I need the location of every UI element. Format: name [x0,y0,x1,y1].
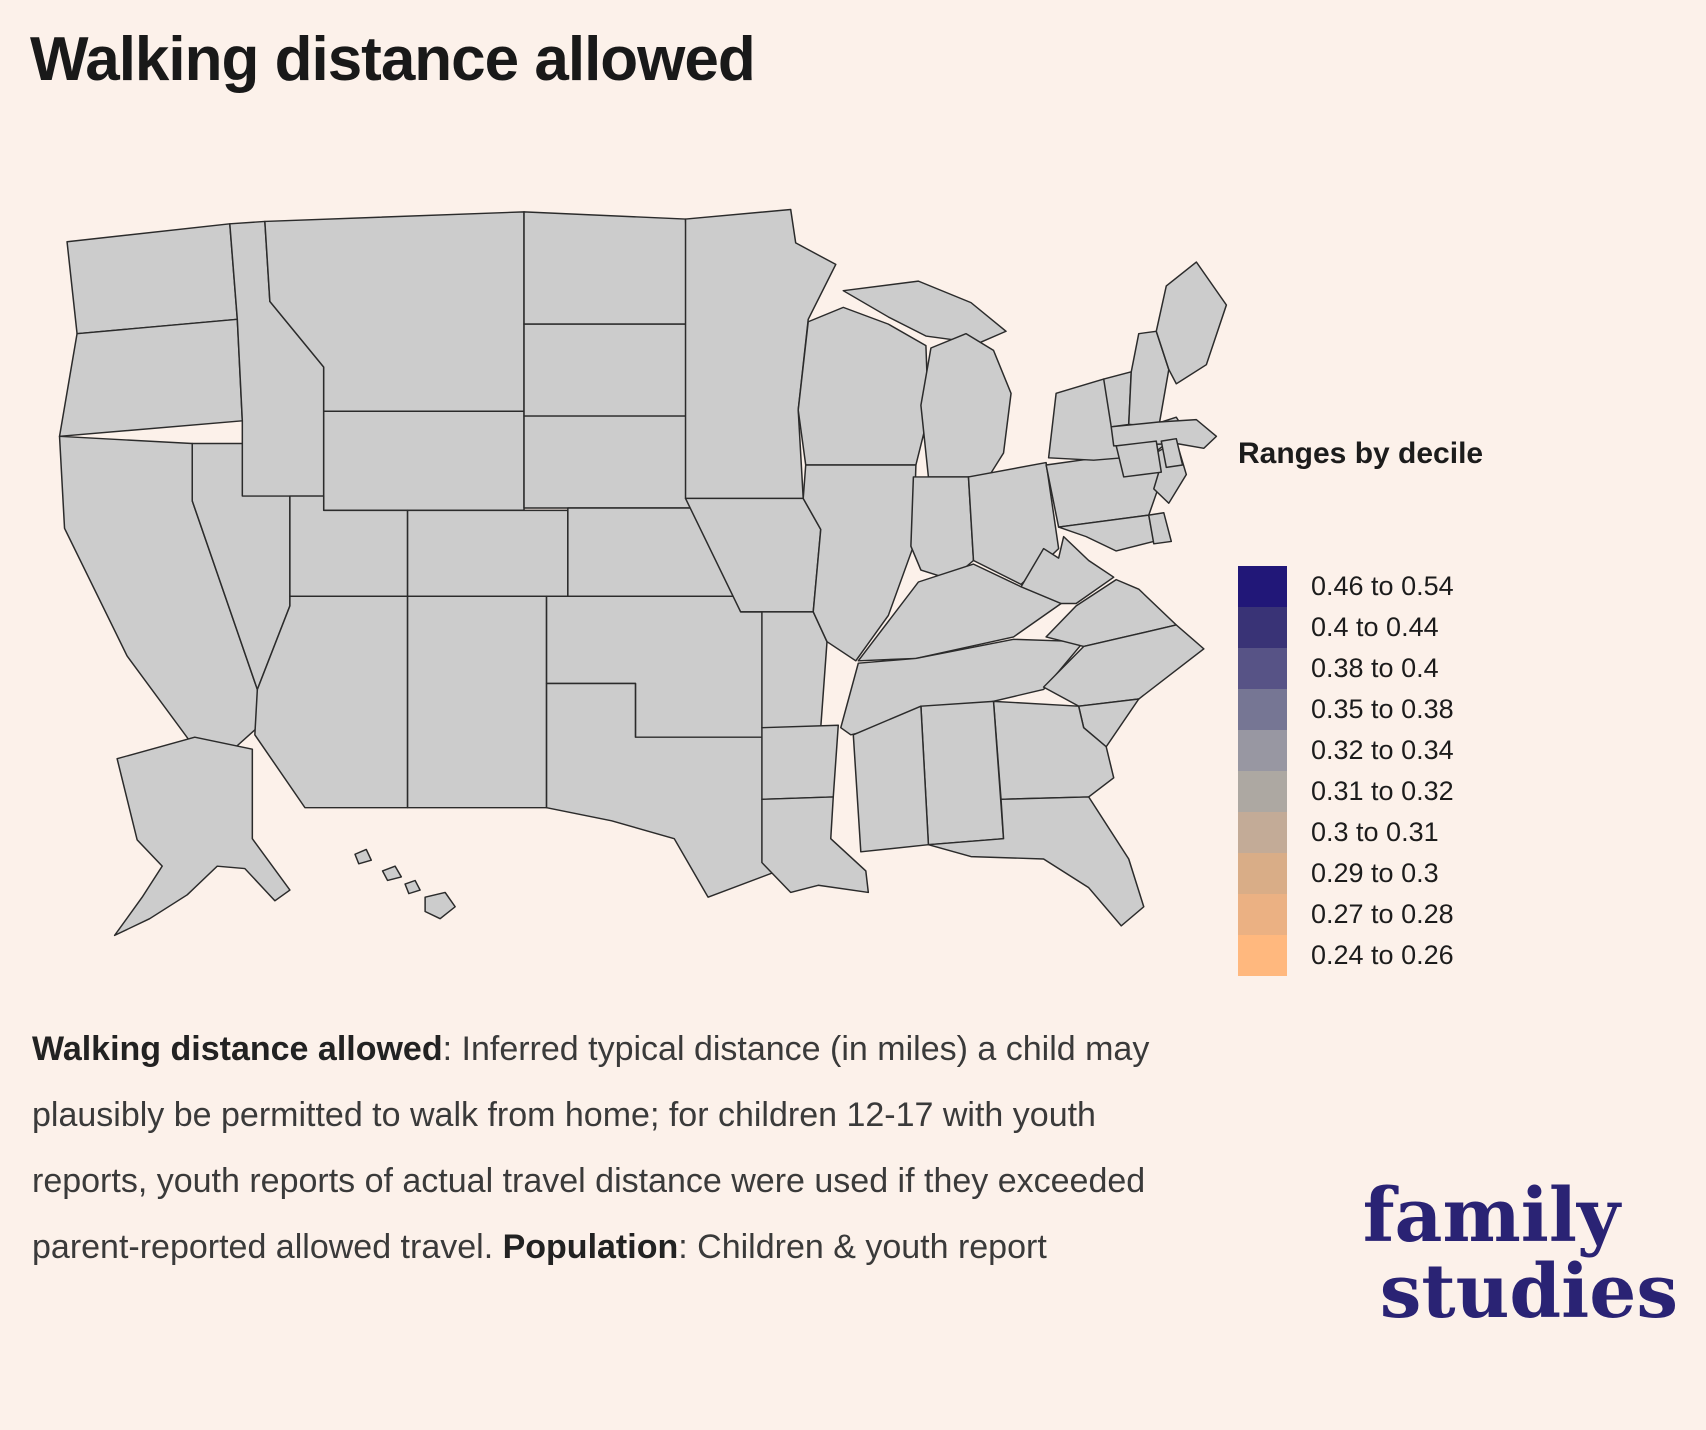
legend-row: 0.38 to 0.4 [1238,648,1678,689]
legend-swatch [1238,853,1287,894]
state-maine [1155,261,1228,385]
state-maryland [1057,514,1155,552]
legend-row: 0.3 to 0.31 [1238,812,1678,853]
caption-term-sep: : [442,1030,462,1068]
state-rhode-island [1160,438,1184,469]
caption-body: Inferred typical distance (in miles) a c… [32,1030,1150,1266]
state-hawaii-island-2 [381,865,403,882]
state-wisconsin [797,306,930,466]
state-michigan-lower [920,332,1012,478]
caption-population-label: Population [502,1228,679,1266]
state-hawaii-island-1 [354,848,373,865]
family-studies-logo: family studies [1363,1178,1678,1330]
page-title: Walking distance allowed [30,25,756,94]
legend-row: 0.27 to 0.28 [1238,894,1678,935]
legend-swatch [1238,648,1287,689]
state-south-dakota [523,323,697,417]
us-map-svg [58,208,1228,937]
legend-swatch [1238,607,1287,648]
state-colorado [406,509,569,598]
logo-line-2: studies [1379,1249,1678,1335]
caption: Walking distance allowed: Inferred typic… [32,1016,1197,1280]
legend-swatch [1238,894,1287,935]
legend-row: 0.24 to 0.26 [1238,935,1678,976]
legend-swatch [1238,730,1287,771]
state-florida [927,796,1145,927]
state-louisiana [761,796,870,894]
state-hawaii-island-3 [404,879,421,895]
legend-swatch [1238,689,1287,730]
legend-label: 0.3 to 0.31 [1311,817,1439,847]
legend-rows: 0.46 to 0.54 0.4 to 0.44 0.38 to 0.4 0.35 t… [1238,566,1678,976]
state-arkansas [761,724,840,801]
us-choropleth-map [42,188,1294,976]
legend-row: 0.29 to 0.3 [1238,853,1678,894]
state-alabama [920,700,1005,846]
legend-row: 0.35 to 0.38 [1238,689,1678,730]
legend-title: Ranges by decile [1238,437,1484,470]
legend-label: 0.29 to 0.3 [1311,858,1439,888]
legend-row: 0.31 to 0.32 [1238,771,1678,812]
state-north-dakota [523,211,692,325]
state-indiana [910,476,975,581]
state-wyoming [322,410,525,512]
caption-term: Walking distance allowed [32,1030,443,1068]
legend-swatch [1238,771,1287,812]
legend-swatch [1238,566,1287,607]
legend-label: 0.24 to 0.26 [1311,940,1454,970]
legend: Ranges by decile 0.46 to 0.54 0.4 to 0.44… [1238,437,1678,976]
caption-population-tail: : Children & youth report [678,1228,1047,1266]
legend-label: 0.38 to 0.4 [1311,653,1439,683]
legend-label: 0.27 to 0.28 [1311,899,1454,929]
state-washington [66,223,239,335]
state-connecticut [1115,440,1163,478]
state-michigan-upper [842,280,1007,344]
legend-label: 0.46 to 0.54 [1311,571,1454,601]
legend-swatch [1238,812,1287,853]
legend-label: 0.31 to 0.32 [1311,776,1454,806]
legend-label: 0.32 to 0.34 [1311,735,1454,765]
state-hawaii-island-4 [424,891,456,920]
logo-line-1: family [1362,1173,1620,1259]
state-delaware [1148,512,1173,545]
legend-label: 0.35 to 0.38 [1311,694,1454,724]
legend-label: 0.4 to 0.44 [1311,612,1439,642]
legend-row: 0.46 to 0.54 [1238,566,1678,607]
legend-swatch [1238,935,1287,976]
legend-row: 0.4 to 0.44 [1238,607,1678,648]
state-oregon [58,318,244,438]
state-utah [289,495,409,598]
state-west-virginia [1020,535,1115,605]
legend-row: 0.32 to 0.34 [1238,730,1678,771]
state-alaska [113,736,291,937]
state-new-mexico [406,595,548,809]
